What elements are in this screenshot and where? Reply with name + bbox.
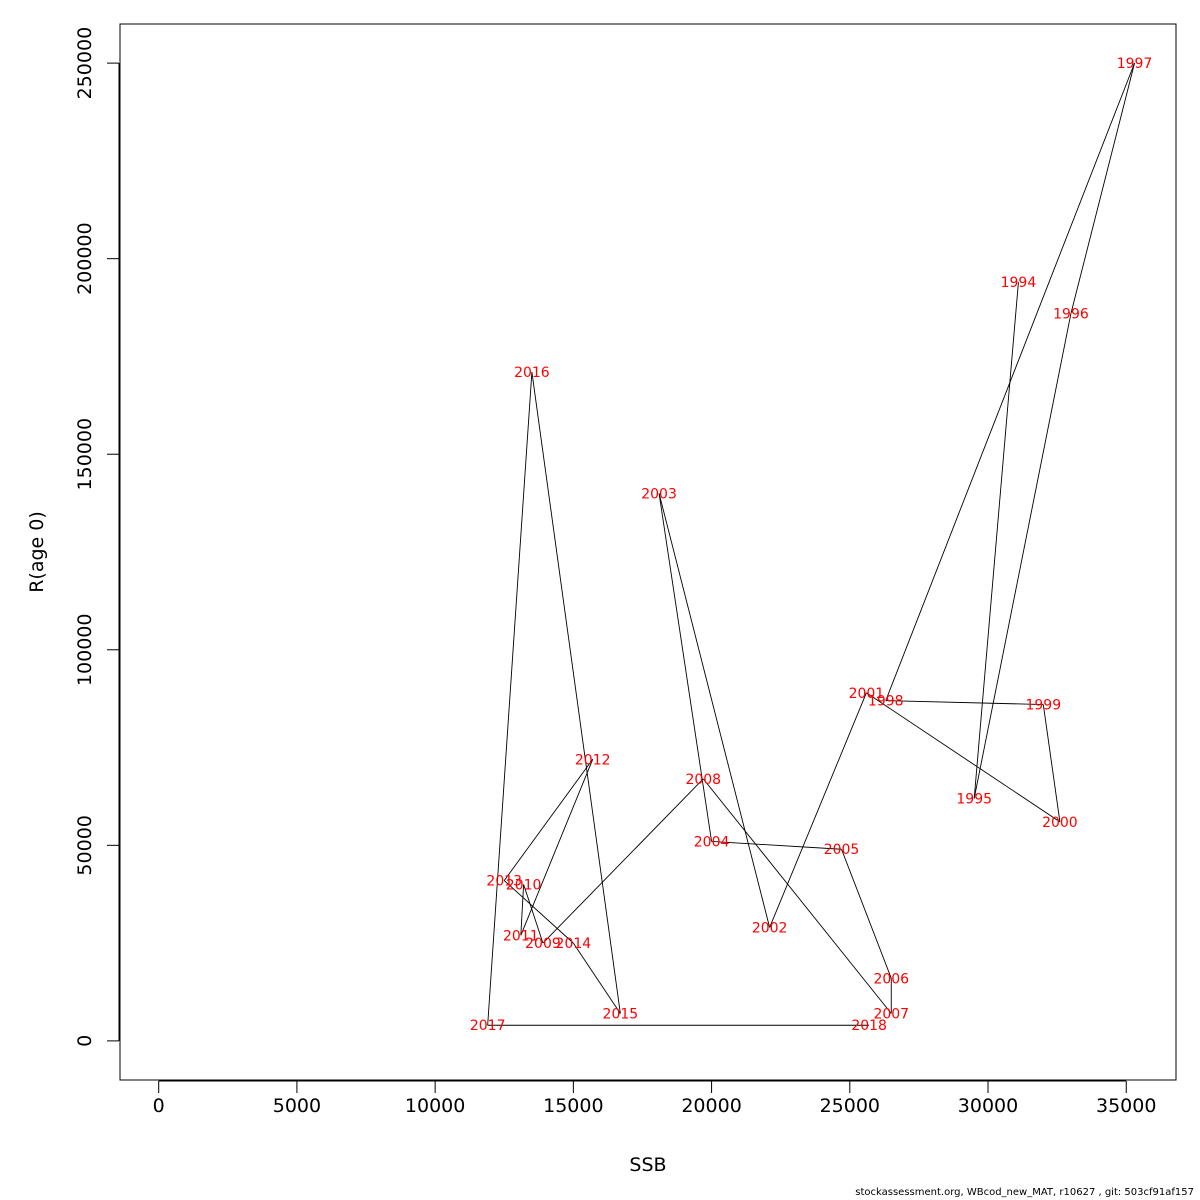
segment-2005-2006 bbox=[841, 849, 892, 979]
point-label-1998: 1998 bbox=[868, 694, 904, 710]
point-label-2003: 2003 bbox=[641, 486, 677, 502]
x-tick-label: 5000 bbox=[273, 1095, 321, 1117]
point-label-1995: 1995 bbox=[956, 791, 992, 807]
point-label-2002: 2002 bbox=[752, 920, 788, 936]
y-axis-label: R(age 0) bbox=[26, 511, 48, 593]
segment-2015-2016 bbox=[531, 372, 621, 1014]
segment-2002-2003 bbox=[658, 493, 771, 928]
point-label-2016: 2016 bbox=[514, 365, 550, 381]
segment-2001-2002 bbox=[769, 692, 867, 928]
point-label-2001: 2001 bbox=[849, 686, 885, 702]
x-tick-label: 15000 bbox=[543, 1095, 603, 1117]
point-label-2005: 2005 bbox=[824, 842, 860, 858]
point-label-2017: 2017 bbox=[470, 1018, 506, 1034]
x-axis: 0 5000 10000 15000 20000 25000 30000 35000 bbox=[153, 1080, 1156, 1117]
segment-2011-2012 bbox=[520, 759, 594, 936]
point-label-2000: 2000 bbox=[1042, 815, 1078, 831]
x-tick-label: 20000 bbox=[681, 1095, 741, 1117]
y-axis: 0 50000 100000 150000 200000 250000 bbox=[74, 27, 120, 1047]
x-tick-label: 35000 bbox=[1096, 1095, 1156, 1117]
segment-1997-1998 bbox=[885, 62, 1135, 701]
x-tick-label: 0 bbox=[153, 1095, 165, 1117]
footer-note: stockassessment.org, WBcod_new_MAT, r106… bbox=[855, 1187, 1194, 1198]
point-label-1996: 1996 bbox=[1053, 306, 1089, 322]
segment-1996-1997 bbox=[1070, 63, 1135, 314]
point-label-2018: 2018 bbox=[851, 1018, 887, 1034]
point-label-2015: 2015 bbox=[603, 1007, 639, 1023]
segment-2000-2001 bbox=[866, 692, 1061, 823]
segment-2003-2004 bbox=[658, 493, 713, 842]
x-axis-label: SSB bbox=[629, 1154, 666, 1176]
segment-1994-1995 bbox=[973, 282, 1019, 799]
y-tick-label: 100000 bbox=[74, 614, 96, 687]
point-label-2010: 2010 bbox=[506, 877, 542, 893]
segment-2016-2017 bbox=[487, 372, 533, 1026]
point-label-2013: 2013 bbox=[486, 874, 522, 890]
segment-1999-2000 bbox=[1042, 704, 1061, 822]
segment-2008-2009 bbox=[542, 778, 704, 944]
point-label-2006: 2006 bbox=[873, 971, 909, 987]
y-tick-label: 200000 bbox=[74, 222, 96, 295]
y-tick-label: 250000 bbox=[74, 27, 96, 100]
y-tick-label: 150000 bbox=[74, 418, 96, 491]
x-tick-label: 25000 bbox=[820, 1095, 880, 1117]
x-tick-label: 30000 bbox=[958, 1095, 1018, 1117]
point-label-1997: 1997 bbox=[1117, 56, 1153, 72]
segment-1998-1999 bbox=[885, 700, 1044, 705]
point-label-2009: 2009 bbox=[525, 936, 561, 952]
segment-2009-2010 bbox=[523, 884, 544, 944]
point-label-2007: 2007 bbox=[873, 1007, 909, 1023]
point-label-2004: 2004 bbox=[694, 834, 730, 850]
segment-2007-2008 bbox=[702, 778, 892, 1014]
segment-2013-2014 bbox=[503, 880, 574, 944]
point-label-2012: 2012 bbox=[575, 752, 611, 768]
segment-2014-2015 bbox=[572, 942, 621, 1014]
point-labels: 1994 1995 1996 1997 1998 1999 2000 2001 2002 2003… bbox=[470, 56, 1153, 1034]
point-label-1994: 1994 bbox=[1001, 275, 1037, 291]
y-tick-label: 0 bbox=[74, 1035, 96, 1047]
point-label-2014: 2014 bbox=[556, 936, 592, 952]
segment-2012-2013 bbox=[503, 759, 594, 881]
y-tick-label: 50000 bbox=[74, 815, 96, 875]
plot-frame bbox=[119, 23, 1177, 1081]
series-lines bbox=[487, 62, 1135, 1026]
x-tick-label: 10000 bbox=[405, 1095, 465, 1117]
point-label-1999: 1999 bbox=[1025, 698, 1061, 714]
segment-1995-1996 bbox=[973, 313, 1072, 799]
segment-2010-2011 bbox=[520, 884, 525, 936]
point-label-2008: 2008 bbox=[685, 772, 721, 788]
point-label-2011: 2011 bbox=[503, 928, 539, 944]
segment-2004-2005 bbox=[711, 840, 842, 850]
